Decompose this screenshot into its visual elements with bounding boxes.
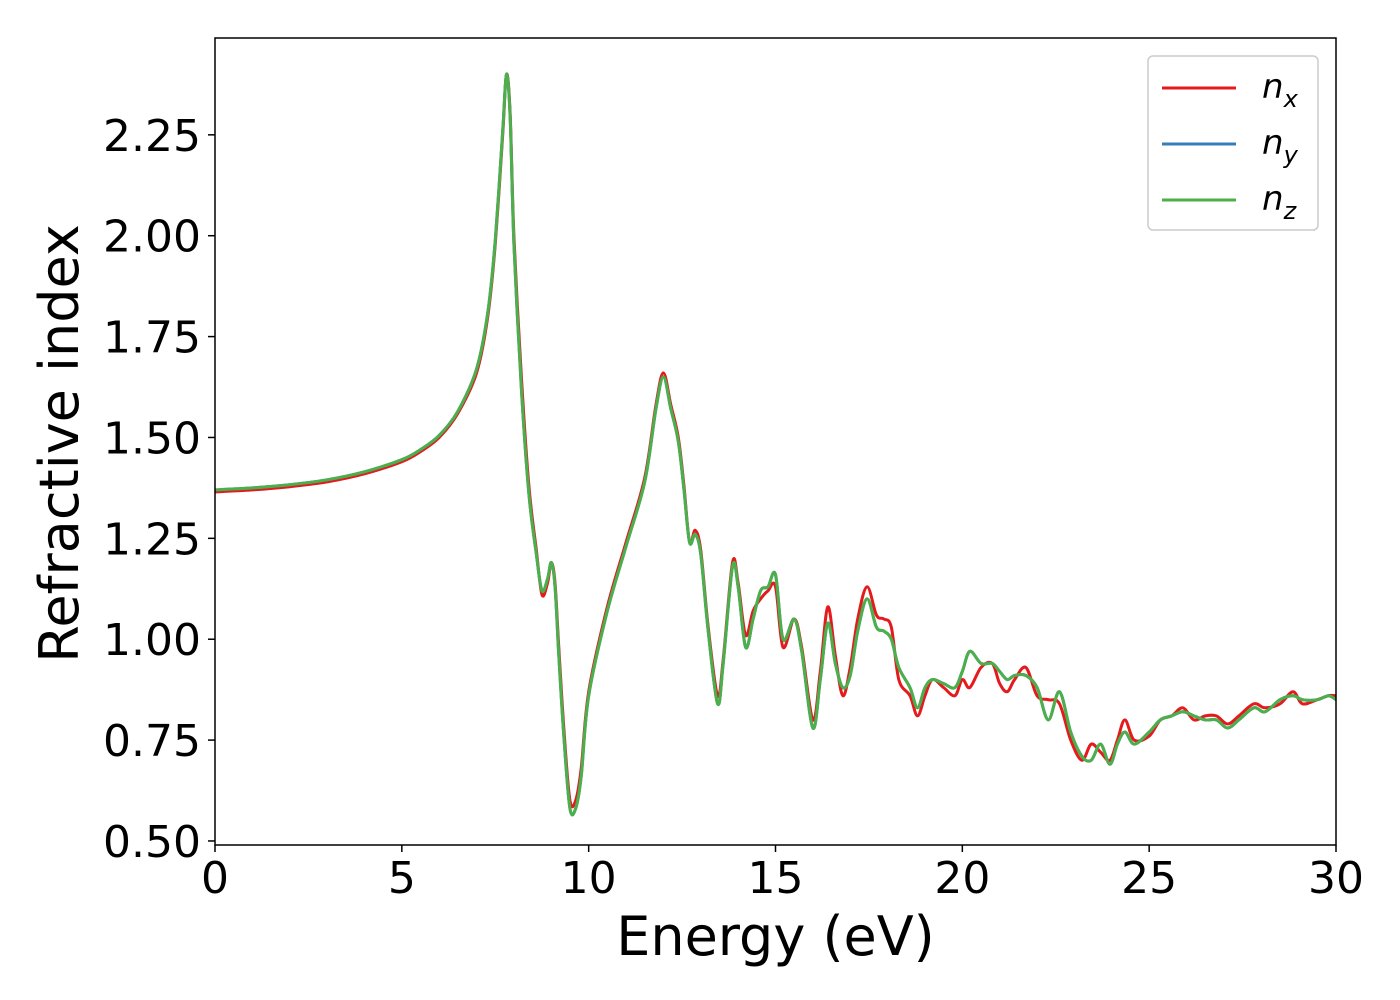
x-tick-label: 30: [1308, 853, 1364, 904]
x-tick-label: 25: [1121, 853, 1177, 904]
plot-border: [214, 37, 1337, 846]
y-axis-label: Refractive index: [28, 224, 91, 663]
x-tick-label: 10: [561, 853, 617, 904]
legend-label-n-z: nz: [1262, 179, 1298, 225]
y-tick-label: 0.75: [103, 716, 201, 767]
legend-label-subscript: x: [1283, 85, 1299, 113]
legend-label-base: n: [1262, 67, 1284, 107]
y-tick-label: 0.50: [103, 817, 201, 868]
x-tick-label: 5: [388, 853, 416, 904]
y-tick-label: 1.00: [103, 615, 201, 666]
series-line-n-z: [215, 72, 1336, 817]
y-tick-label: 1.25: [103, 514, 201, 565]
axes: 0 5 10 15 20 25 30 0.50 0.75 1.00 1.25 1.50 1.75 2.00…: [103, 111, 1364, 904]
legend-label-base: n: [1262, 179, 1284, 219]
y-tick-label: 1.50: [103, 413, 201, 464]
y-tick-label: 1.75: [103, 313, 201, 364]
legend-label-n-y: ny: [1262, 123, 1299, 169]
legend-label-base: n: [1262, 123, 1284, 163]
x-tick-label: 20: [934, 853, 990, 904]
x-axis-label: Energy (eV): [616, 905, 935, 968]
y-tick-label: 2.00: [103, 212, 201, 263]
x-tick-label: 15: [748, 853, 804, 904]
y-tick-label: 2.25: [103, 111, 201, 162]
legend-label-n-x: nx: [1262, 67, 1299, 113]
legend-label-subscript: y: [1283, 141, 1299, 169]
plot-frame: [214, 37, 1337, 846]
plot-area: [215, 72, 1336, 817]
x-tick-label: 0: [201, 853, 229, 904]
legend-label-subscript: z: [1283, 197, 1298, 225]
